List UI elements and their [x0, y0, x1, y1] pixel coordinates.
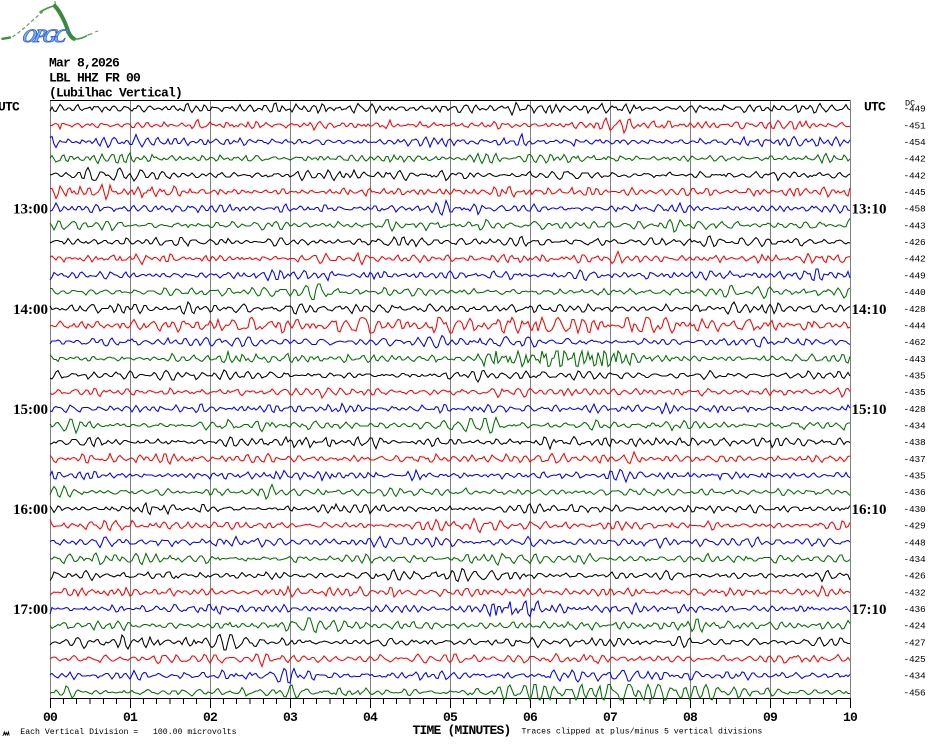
- svg-text:-444: -444: [904, 320, 927, 331]
- svg-text:17:10: 17:10: [852, 602, 887, 618]
- svg-text:-432: -432: [904, 587, 927, 598]
- svg-text:14:10: 14:10: [852, 302, 887, 318]
- svg-text:-445: -445: [904, 187, 927, 198]
- svg-text:-428: -428: [904, 404, 927, 415]
- svg-text:-456: -456: [904, 687, 927, 698]
- svg-text:-443: -443: [904, 354, 927, 365]
- svg-text:TIME (MINUTES): TIME (MINUTES): [413, 723, 511, 738]
- svg-text:Mar 8,2026: Mar 8,2026: [49, 56, 120, 71]
- svg-text:-425: -425: [904, 654, 927, 665]
- svg-text:06: 06: [523, 710, 538, 725]
- svg-text:-451: -451: [904, 120, 927, 131]
- svg-text:-426: -426: [904, 237, 927, 248]
- svg-text:-458: -458: [904, 204, 927, 215]
- svg-text:-435: -435: [904, 471, 927, 482]
- svg-text:-454: -454: [904, 137, 927, 148]
- svg-text:-448: -448: [904, 537, 927, 548]
- svg-text:-437: -437: [904, 454, 926, 465]
- svg-text:-426: -426: [904, 571, 927, 582]
- svg-text:-434: -434: [904, 421, 927, 432]
- svg-text:-424: -424: [904, 621, 927, 632]
- svg-text:(Lubilhac Vertical): (Lubilhac Vertical): [49, 86, 182, 101]
- svg-text:-462: -462: [904, 337, 927, 348]
- svg-text:-442: -442: [904, 254, 927, 265]
- svg-text:-434: -434: [904, 671, 927, 682]
- svg-text:-430: -430: [904, 504, 927, 515]
- svg-text:-429: -429: [904, 521, 927, 532]
- svg-text:UTC: UTC: [0, 100, 20, 115]
- svg-text:-440: -440: [904, 287, 927, 298]
- svg-text:08: 08: [683, 710, 698, 725]
- svg-text:LBL HHZ FR 00: LBL HHZ FR 00: [49, 71, 141, 86]
- svg-text:05: 05: [443, 710, 458, 725]
- svg-text:04: 04: [363, 710, 378, 725]
- svg-text:-434: -434: [904, 554, 927, 565]
- svg-text:-449: -449: [904, 104, 927, 115]
- svg-text:07: 07: [603, 710, 617, 725]
- svg-text:-442: -442: [904, 154, 927, 165]
- svg-text:-442: -442: [904, 170, 927, 181]
- svg-text:-435: -435: [904, 371, 927, 382]
- svg-text:-438: -438: [904, 437, 927, 448]
- svg-text:15:00: 15:00: [13, 402, 48, 418]
- svg-text:16:10: 16:10: [852, 502, 887, 518]
- svg-text:16:00: 16:00: [13, 502, 48, 518]
- svg-text:-436: -436: [904, 487, 927, 498]
- svg-text:-436: -436: [904, 604, 927, 615]
- svg-text:13:10: 13:10: [852, 202, 887, 218]
- svg-text:-428: -428: [904, 304, 927, 315]
- svg-text:OPGC: OPGC: [20, 26, 70, 47]
- svg-text:-443: -443: [904, 220, 927, 231]
- svg-text:01: 01: [123, 710, 138, 725]
- svg-text:02: 02: [203, 710, 218, 725]
- svg-text:Each Vertical Division = 100: Each Vertical Division = 100.00 microvol…: [20, 727, 236, 737]
- svg-text:10: 10: [843, 710, 858, 725]
- svg-text:09: 09: [763, 710, 778, 725]
- svg-text:14:00: 14:00: [13, 302, 48, 318]
- svg-text:-449: -449: [904, 270, 927, 281]
- svg-text:UTC: UTC: [864, 100, 886, 115]
- svg-text:-427: -427: [904, 637, 926, 648]
- svg-text:-435: -435: [904, 387, 927, 398]
- svg-text:DC: DC: [905, 99, 915, 109]
- svg-text:15:10: 15:10: [852, 402, 887, 418]
- svg-text:17:00: 17:00: [13, 602, 48, 618]
- svg-text:00: 00: [43, 710, 58, 725]
- svg-text:03: 03: [283, 710, 298, 725]
- svg-text:Traces clipped at plus/minus 5: Traces clipped at plus/minus 5 vertical …: [522, 727, 763, 737]
- svg-text:13:00: 13:00: [13, 202, 48, 218]
